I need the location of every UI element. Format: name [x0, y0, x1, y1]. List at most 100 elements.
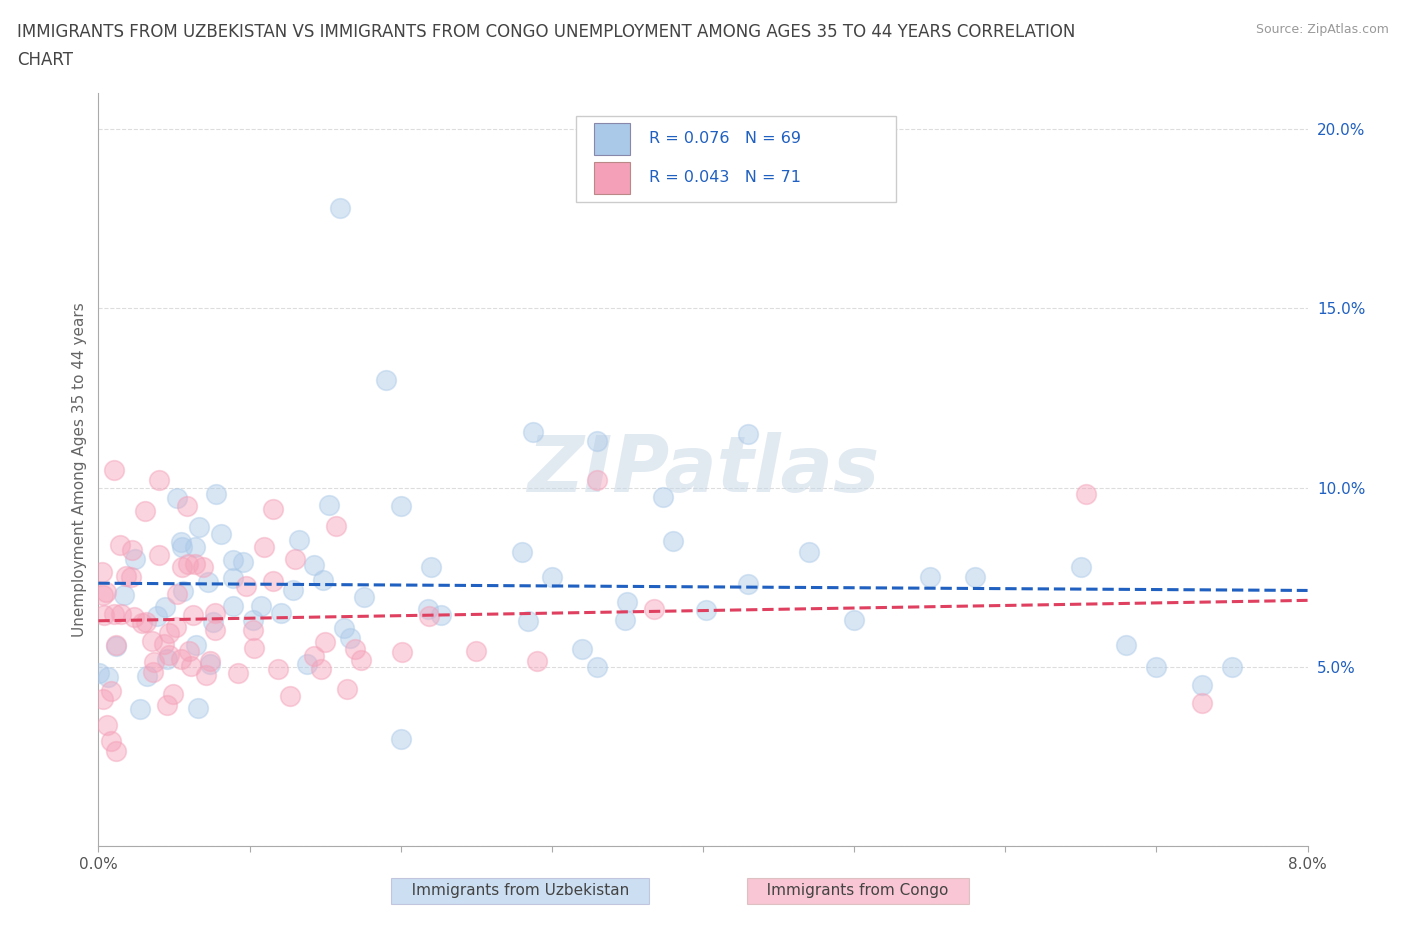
Point: [180, 658, 202, 673]
Point: [146, 608, 169, 623]
Point: [122, 610, 145, 625]
Point: [172, 560, 194, 575]
Point: [311, 572, 333, 587]
Point: [181, 607, 204, 622]
Text: IMMIGRANTS FROM UZBEKISTAN VS IMMIGRANTS FROM CONGO UNEMPLOYMENT AMONG AGES 35 T: IMMIGRANTS FROM UZBEKISTAN VS IMMIGRANTS…: [17, 23, 1076, 41]
Point: [522, 424, 544, 439]
Point: [166, 490, 188, 505]
Point: [187, 700, 209, 715]
Point: [284, 551, 307, 566]
Point: [651, 490, 673, 505]
Point: [344, 642, 367, 657]
Point: [339, 631, 361, 645]
Point: [391, 644, 413, 659]
Point: [184, 539, 207, 554]
FancyBboxPatch shape: [576, 115, 897, 202]
Point: [108, 538, 131, 552]
Point: [318, 498, 340, 512]
Point: [124, 551, 146, 566]
Point: [191, 560, 214, 575]
Point: [586, 659, 609, 674]
Point: [142, 665, 165, 680]
Point: [737, 426, 759, 441]
Point: [104, 639, 127, 654]
Point: [250, 599, 273, 614]
Point: [156, 698, 179, 712]
Point: [226, 666, 249, 681]
Point: [136, 669, 159, 684]
Point: [94, 585, 117, 600]
Point: [91, 588, 114, 603]
Point: [586, 473, 609, 488]
Point: [540, 570, 562, 585]
Point: [221, 571, 243, 586]
Point: [1146, 659, 1168, 674]
Text: CHART: CHART: [17, 51, 73, 69]
Point: [100, 734, 122, 749]
Point: [170, 535, 193, 550]
Point: [418, 608, 440, 623]
Point: [141, 633, 163, 648]
Point: [156, 651, 179, 666]
Point: [232, 555, 254, 570]
Point: [103, 606, 125, 621]
Point: [152, 636, 174, 651]
Point: [176, 556, 198, 571]
Point: [110, 606, 132, 621]
Point: [142, 654, 165, 669]
Point: [157, 626, 180, 641]
Point: [134, 503, 156, 518]
Point: [222, 598, 245, 613]
Point: [661, 534, 683, 549]
Point: [197, 575, 219, 590]
Point: [198, 654, 221, 669]
Point: [184, 638, 207, 653]
Point: [135, 614, 157, 629]
Text: R = 0.043   N = 71: R = 0.043 N = 71: [648, 170, 800, 185]
Text: Immigrants from Uzbekistan: Immigrants from Uzbekistan: [396, 884, 644, 898]
Point: [243, 641, 266, 656]
Point: [1115, 638, 1137, 653]
Y-axis label: Unemployment Among Ages 35 to 44 years: Unemployment Among Ages 35 to 44 years: [72, 302, 87, 637]
Point: [105, 637, 128, 652]
Point: [314, 634, 336, 649]
Point: [517, 614, 540, 629]
Point: [270, 605, 292, 620]
Point: [148, 548, 170, 563]
Point: [281, 583, 304, 598]
Point: [184, 556, 207, 571]
Point: [96, 717, 118, 732]
Point: [309, 661, 332, 676]
Point: [288, 532, 311, 547]
Text: ZIPatlas: ZIPatlas: [527, 432, 879, 508]
Point: [93, 607, 115, 622]
Point: [304, 558, 326, 573]
Point: [332, 620, 354, 635]
Point: [179, 644, 201, 658]
Point: [267, 661, 290, 676]
Point: [198, 657, 221, 671]
Point: [103, 462, 125, 477]
Point: [418, 602, 440, 617]
Point: [172, 539, 194, 554]
Point: [91, 565, 114, 580]
Point: [131, 616, 153, 631]
Point: [104, 744, 127, 759]
Point: [797, 545, 820, 560]
Point: [350, 652, 373, 667]
Point: [374, 373, 396, 388]
Point: [166, 587, 188, 602]
Point: [115, 568, 138, 583]
Point: [112, 588, 135, 603]
Point: [204, 606, 226, 621]
Point: [91, 692, 114, 707]
Point: [613, 612, 636, 627]
Point: [695, 603, 717, 618]
Point: [157, 648, 180, 663]
Point: [155, 600, 177, 615]
Point: [304, 648, 326, 663]
Point: [205, 486, 228, 501]
Point: [242, 623, 264, 638]
Point: [325, 518, 347, 533]
Point: [188, 519, 211, 534]
